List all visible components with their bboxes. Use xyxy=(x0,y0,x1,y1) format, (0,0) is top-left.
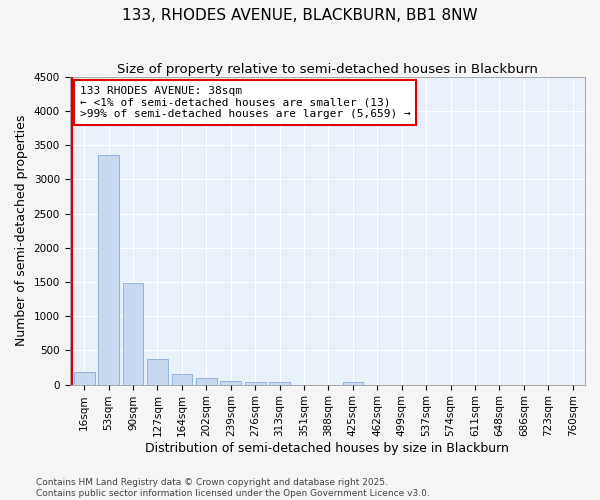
Text: Contains HM Land Registry data © Crown copyright and database right 2025.
Contai: Contains HM Land Registry data © Crown c… xyxy=(36,478,430,498)
Bar xyxy=(98,156,119,384)
Bar xyxy=(172,374,192,384)
Bar xyxy=(122,282,143,384)
Bar xyxy=(220,381,241,384)
Bar xyxy=(343,382,363,384)
Bar xyxy=(74,372,95,384)
Text: 133, RHODES AVENUE, BLACKBURN, BB1 8NW: 133, RHODES AVENUE, BLACKBURN, BB1 8NW xyxy=(122,8,478,22)
Bar xyxy=(245,382,266,384)
Title: Size of property relative to semi-detached houses in Blackburn: Size of property relative to semi-detach… xyxy=(117,62,538,76)
Bar xyxy=(269,382,290,384)
Text: 133 RHODES AVENUE: 38sqm
← <1% of semi-detached houses are smaller (13)
>99% of : 133 RHODES AVENUE: 38sqm ← <1% of semi-d… xyxy=(80,86,410,119)
Bar xyxy=(147,358,168,384)
Y-axis label: Number of semi-detached properties: Number of semi-detached properties xyxy=(15,115,28,346)
X-axis label: Distribution of semi-detached houses by size in Blackburn: Distribution of semi-detached houses by … xyxy=(145,442,509,455)
Bar xyxy=(196,378,217,384)
